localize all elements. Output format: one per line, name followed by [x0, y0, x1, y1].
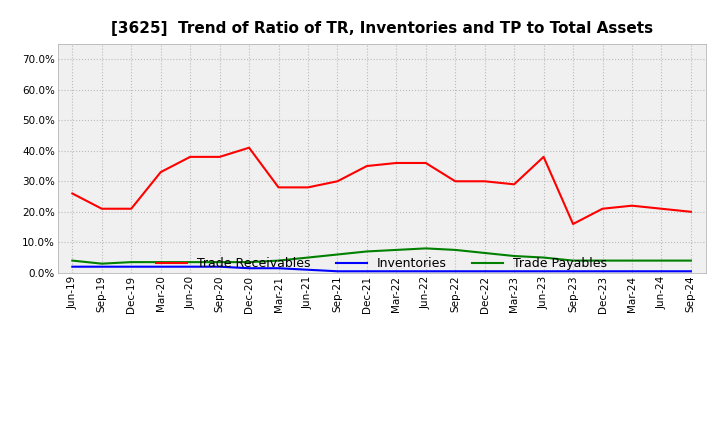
- Inventories: [480, 269, 489, 274]
- Inventories: [510, 269, 518, 274]
- Inventories: [628, 269, 636, 274]
- Inventories: [363, 269, 372, 274]
- Inventories: [687, 269, 696, 274]
- Inventories: [304, 267, 312, 272]
- Trade Receivables: [539, 154, 548, 160]
- Inventories: [657, 269, 666, 274]
- Trade Payables: [569, 258, 577, 263]
- Inventories: [68, 264, 76, 269]
- Trade Receivables: [186, 154, 194, 160]
- Trade Payables: [333, 252, 342, 257]
- Trade Payables: [539, 255, 548, 260]
- Trade Receivables: [333, 179, 342, 184]
- Inventories: [392, 269, 400, 274]
- Trade Receivables: [304, 185, 312, 190]
- Legend: Trade Receivables, Inventories, Trade Payables: Trade Receivables, Inventories, Trade Pa…: [151, 252, 612, 275]
- Trade Receivables: [598, 206, 607, 211]
- Trade Payables: [245, 260, 253, 265]
- Trade Payables: [304, 255, 312, 260]
- Trade Receivables: [569, 221, 577, 227]
- Trade Payables: [215, 260, 224, 265]
- Trade Payables: [628, 258, 636, 263]
- Trade Receivables: [510, 182, 518, 187]
- Trade Receivables: [127, 206, 135, 211]
- Trade Payables: [392, 247, 400, 253]
- Line: Trade Receivables: Trade Receivables: [72, 148, 691, 224]
- Line: Trade Payables: Trade Payables: [72, 249, 691, 264]
- Title: [3625]  Trend of Ratio of TR, Inventories and TP to Total Assets: [3625] Trend of Ratio of TR, Inventories…: [111, 21, 652, 36]
- Line: Inventories: Inventories: [72, 267, 691, 271]
- Trade Receivables: [245, 145, 253, 150]
- Trade Payables: [421, 246, 430, 251]
- Trade Payables: [451, 247, 459, 253]
- Trade Payables: [657, 258, 666, 263]
- Inventories: [215, 264, 224, 269]
- Inventories: [127, 264, 135, 269]
- Trade Payables: [97, 261, 106, 266]
- Inventories: [421, 269, 430, 274]
- Inventories: [97, 264, 106, 269]
- Trade Receivables: [628, 203, 636, 208]
- Inventories: [569, 269, 577, 274]
- Trade Receivables: [363, 163, 372, 169]
- Trade Payables: [363, 249, 372, 254]
- Trade Payables: [687, 258, 696, 263]
- Trade Receivables: [657, 206, 666, 211]
- Trade Payables: [274, 258, 283, 263]
- Trade Payables: [68, 258, 76, 263]
- Inventories: [186, 264, 194, 269]
- Trade Payables: [127, 260, 135, 265]
- Trade Receivables: [97, 206, 106, 211]
- Inventories: [245, 266, 253, 271]
- Inventories: [333, 269, 342, 274]
- Trade Receivables: [480, 179, 489, 184]
- Inventories: [274, 266, 283, 271]
- Trade Receivables: [215, 154, 224, 160]
- Trade Payables: [156, 260, 165, 265]
- Trade Receivables: [156, 169, 165, 175]
- Trade Payables: [598, 258, 607, 263]
- Inventories: [451, 269, 459, 274]
- Trade Receivables: [687, 209, 696, 214]
- Inventories: [156, 264, 165, 269]
- Inventories: [539, 269, 548, 274]
- Trade Payables: [186, 260, 194, 265]
- Trade Receivables: [392, 160, 400, 165]
- Trade Receivables: [68, 191, 76, 196]
- Trade Receivables: [274, 185, 283, 190]
- Trade Payables: [480, 250, 489, 256]
- Trade Receivables: [421, 160, 430, 165]
- Trade Payables: [510, 253, 518, 259]
- Inventories: [598, 269, 607, 274]
- Trade Receivables: [451, 179, 459, 184]
